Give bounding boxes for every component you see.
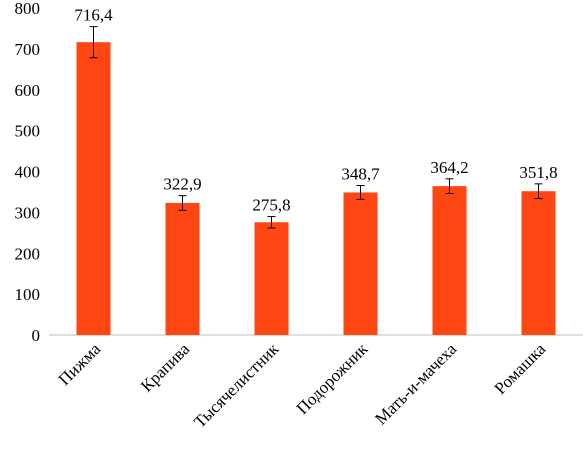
y-tick-label: 400 <box>15 163 41 182</box>
category-label: Пижма <box>55 339 105 389</box>
error-bar <box>178 195 187 211</box>
data-label: 275,8 <box>252 196 290 215</box>
category-label: Мать-и-мачеха <box>371 339 460 428</box>
y-tick-label: 100 <box>15 285 41 304</box>
bar <box>343 192 378 335</box>
error-bar <box>356 185 365 200</box>
y-tick-label: 700 <box>15 40 41 59</box>
data-label: 351,8 <box>519 163 557 182</box>
y-tick-label: 0 <box>32 326 41 345</box>
error-bar <box>534 183 543 200</box>
error-bar <box>89 26 98 59</box>
y-tick-label: 600 <box>15 81 41 100</box>
y-tick-label: 200 <box>15 244 41 263</box>
data-labels-group: 716,4 322,9 275,8 348,7 364,2 351,8 <box>74 6 557 215</box>
error-bar <box>445 178 454 194</box>
error-bars-group <box>89 26 543 229</box>
bar <box>165 203 200 335</box>
bars-group <box>76 42 556 335</box>
y-tick-label: 800 <box>15 0 41 18</box>
data-label: 348,7 <box>341 165 380 184</box>
category-label: Тысячелистник <box>190 339 283 432</box>
bar <box>76 42 111 335</box>
bar <box>254 222 289 335</box>
y-tick-label: 500 <box>15 122 41 141</box>
data-label: 364,2 <box>430 158 468 177</box>
category-label: Подорожник <box>293 339 372 418</box>
y-tick-label: 300 <box>15 203 41 222</box>
y-axis-ticks: 0 100 200 300 400 500 600 700 800 <box>15 0 41 345</box>
category-label: Ромашка <box>491 339 550 398</box>
bar <box>432 186 467 335</box>
data-label: 716,4 <box>74 6 113 25</box>
error-bar <box>267 216 276 229</box>
category-label: Крапива <box>137 339 194 396</box>
data-label: 322,9 <box>163 175 201 194</box>
bar <box>521 191 556 335</box>
